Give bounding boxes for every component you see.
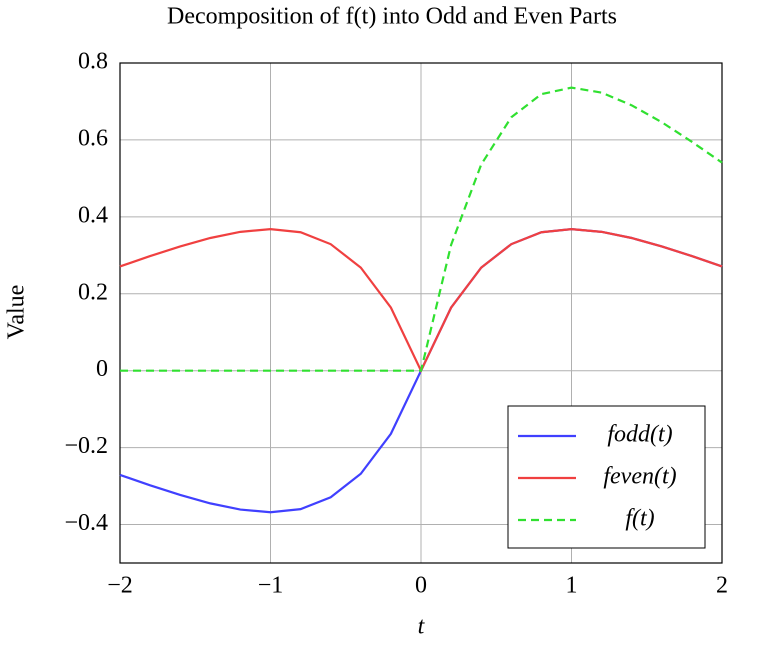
y-tick-label: 0.4 (78, 202, 108, 228)
y-tick-label: 0.6 (78, 125, 108, 151)
x-tick-label: −2 (107, 573, 133, 599)
legend-label: fodd(t) (607, 422, 672, 448)
y-tick-label: 0.8 (78, 49, 108, 75)
legend-label: f(t) (625, 506, 654, 532)
chart-title: Decomposition of f(t) into Odd and Even … (167, 4, 617, 30)
y-tick-label: 0 (96, 356, 108, 382)
plot-frame (119, 62, 723, 564)
x-tick-label: 1 (566, 573, 578, 599)
x-tick-label: 2 (716, 573, 728, 599)
x-tick-label: 0 (415, 573, 427, 599)
y-axis-label: Value (4, 285, 30, 340)
y-tick-label: 0.2 (78, 279, 108, 305)
legend-label: feven(t) (603, 464, 676, 490)
x-tick-label: −1 (258, 573, 284, 599)
x-axis-label: t (418, 614, 426, 640)
y-tick-label: −0.4 (64, 510, 108, 536)
series-line (120, 86, 723, 372)
y-tick-label: −0.2 (64, 433, 108, 459)
